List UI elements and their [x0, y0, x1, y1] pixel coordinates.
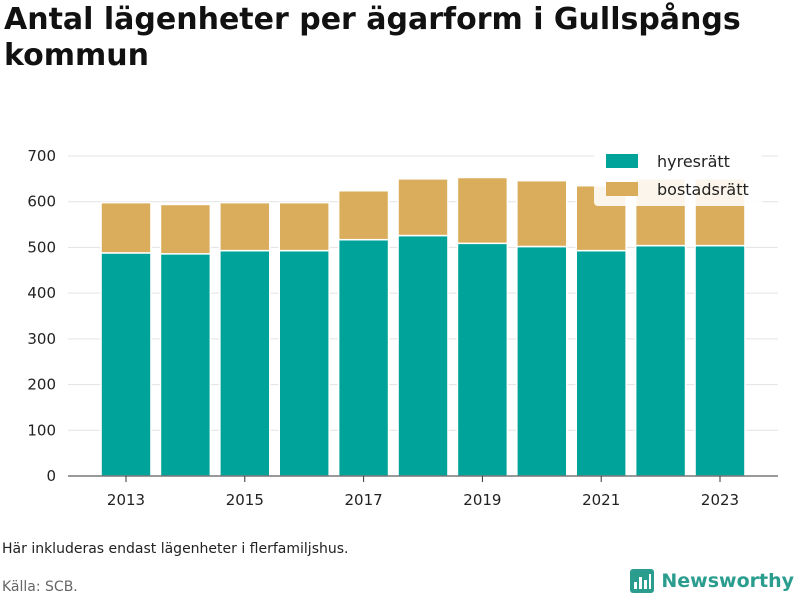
- legend-label-bostadsratt: bostadsrätt: [657, 180, 749, 199]
- y-tick-label: 700: [27, 147, 56, 165]
- x-tick-label: 2021: [582, 491, 620, 509]
- brand-name: Newsworthy: [661, 570, 794, 592]
- bar-bostadsratt: [337, 189, 390, 241]
- bar-bostadsratt: [100, 201, 152, 254]
- bar-hyresratt: [516, 245, 568, 477]
- legend: hyresrätt bostadsrätt: [594, 142, 762, 206]
- y-tick-label: 500: [27, 238, 56, 256]
- axes: 0 100 200 300 400 500 600 700 2013 2015 2017 2019 20…: [27, 147, 778, 509]
- y-tick-label: 200: [27, 376, 56, 394]
- bar-hyresratt: [456, 242, 509, 477]
- bar-hyresratt: [575, 249, 627, 477]
- y-tick-label: 0: [46, 467, 56, 485]
- bar-bostadsratt: [456, 176, 509, 245]
- bar-bostadsratt: [278, 201, 330, 252]
- bar-hyresratt: [634, 244, 687, 477]
- bar-hyresratt: [219, 249, 271, 477]
- bar-hyresratt: [159, 253, 212, 477]
- bar-hyresratt: [397, 234, 449, 477]
- y-tick-label: 400: [27, 284, 56, 302]
- legend-swatch-bostadsratt: [606, 182, 638, 196]
- bar-hyresratt: [278, 249, 330, 477]
- brand-logo: Newsworthy: [629, 568, 794, 594]
- bar-bostadsratt: [159, 203, 212, 255]
- bars: [100, 176, 746, 477]
- chart-source: Källa: SCB.: [2, 579, 78, 595]
- x-tick-label: 2017: [345, 491, 383, 509]
- bar-hyresratt: [100, 252, 152, 477]
- bar-bostadsratt: [219, 201, 271, 252]
- legend-swatch-hyresratt: [606, 154, 638, 168]
- x-tick-label: 2019: [463, 491, 501, 509]
- y-tick-label: 600: [27, 193, 56, 211]
- bar-hyresratt: [694, 244, 746, 477]
- bar-bostadsratt: [397, 178, 449, 237]
- legend-label-hyresratt: hyresrätt: [657, 152, 730, 171]
- bar-hyresratt: [337, 238, 390, 477]
- y-tick-label: 300: [27, 330, 56, 348]
- x-tick-label: 2015: [226, 491, 264, 509]
- newsworthy-icon: [630, 569, 655, 593]
- x-tick-label: 2023: [701, 491, 739, 509]
- x-tick-label: 2013: [107, 491, 145, 509]
- bar-bostadsratt: [516, 179, 568, 248]
- y-tick-label: 100: [27, 421, 56, 439]
- chart-title: Antal lägenheter per ägarform i Gullspån…: [4, 2, 741, 73]
- chart-note: Här inkluderas endast lägenheter i flerf…: [2, 541, 349, 557]
